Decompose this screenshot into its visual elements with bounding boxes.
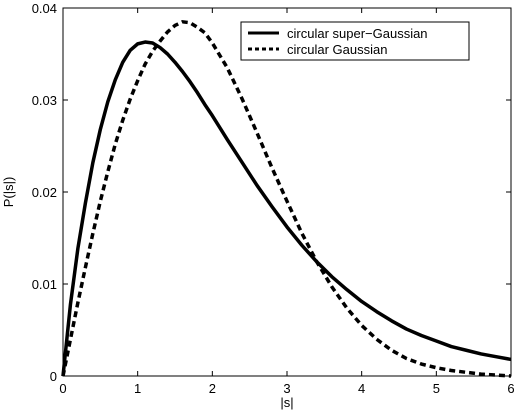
x-tick-label: 6 bbox=[507, 381, 514, 396]
y-tick-label: 0.01 bbox=[32, 277, 57, 292]
x-tick-label: 3 bbox=[283, 381, 290, 396]
x-tick-label: 5 bbox=[433, 381, 440, 396]
x-tick-label: 1 bbox=[134, 381, 141, 396]
legend: circular super−Gaussian circular Gaussia… bbox=[240, 21, 470, 61]
ticks-layer bbox=[62, 7, 512, 377]
x-tick-label: 2 bbox=[209, 381, 216, 396]
y-tick-label: 0.04 bbox=[32, 1, 57, 16]
series-line-gaussian bbox=[61, 20, 512, 378]
y-tick-label: 0.02 bbox=[32, 185, 57, 200]
series-layer bbox=[61, 20, 512, 378]
plot-frame bbox=[62, 7, 512, 377]
y-tick-label: 0.03 bbox=[32, 93, 57, 108]
series-line-super-gaussian bbox=[61, 40, 512, 377]
x-tick-label: 0 bbox=[59, 381, 66, 396]
legend-label-super-gaussian: circular super−Gaussian bbox=[287, 26, 428, 41]
legend-box bbox=[240, 21, 470, 61]
tick-labels: 0 1 2 3 4 5 6 0 0.01 0.02 0.03 0.04 bbox=[32, 1, 515, 396]
legend-label-gaussian: circular Gaussian bbox=[287, 42, 387, 57]
x-tick-label: 4 bbox=[358, 381, 365, 396]
y-axis-label: P(|s|) bbox=[1, 177, 16, 208]
plot-area bbox=[61, 7, 512, 378]
x-axis-label: |s| bbox=[280, 395, 293, 410]
y-tick-label: 0 bbox=[50, 369, 57, 384]
